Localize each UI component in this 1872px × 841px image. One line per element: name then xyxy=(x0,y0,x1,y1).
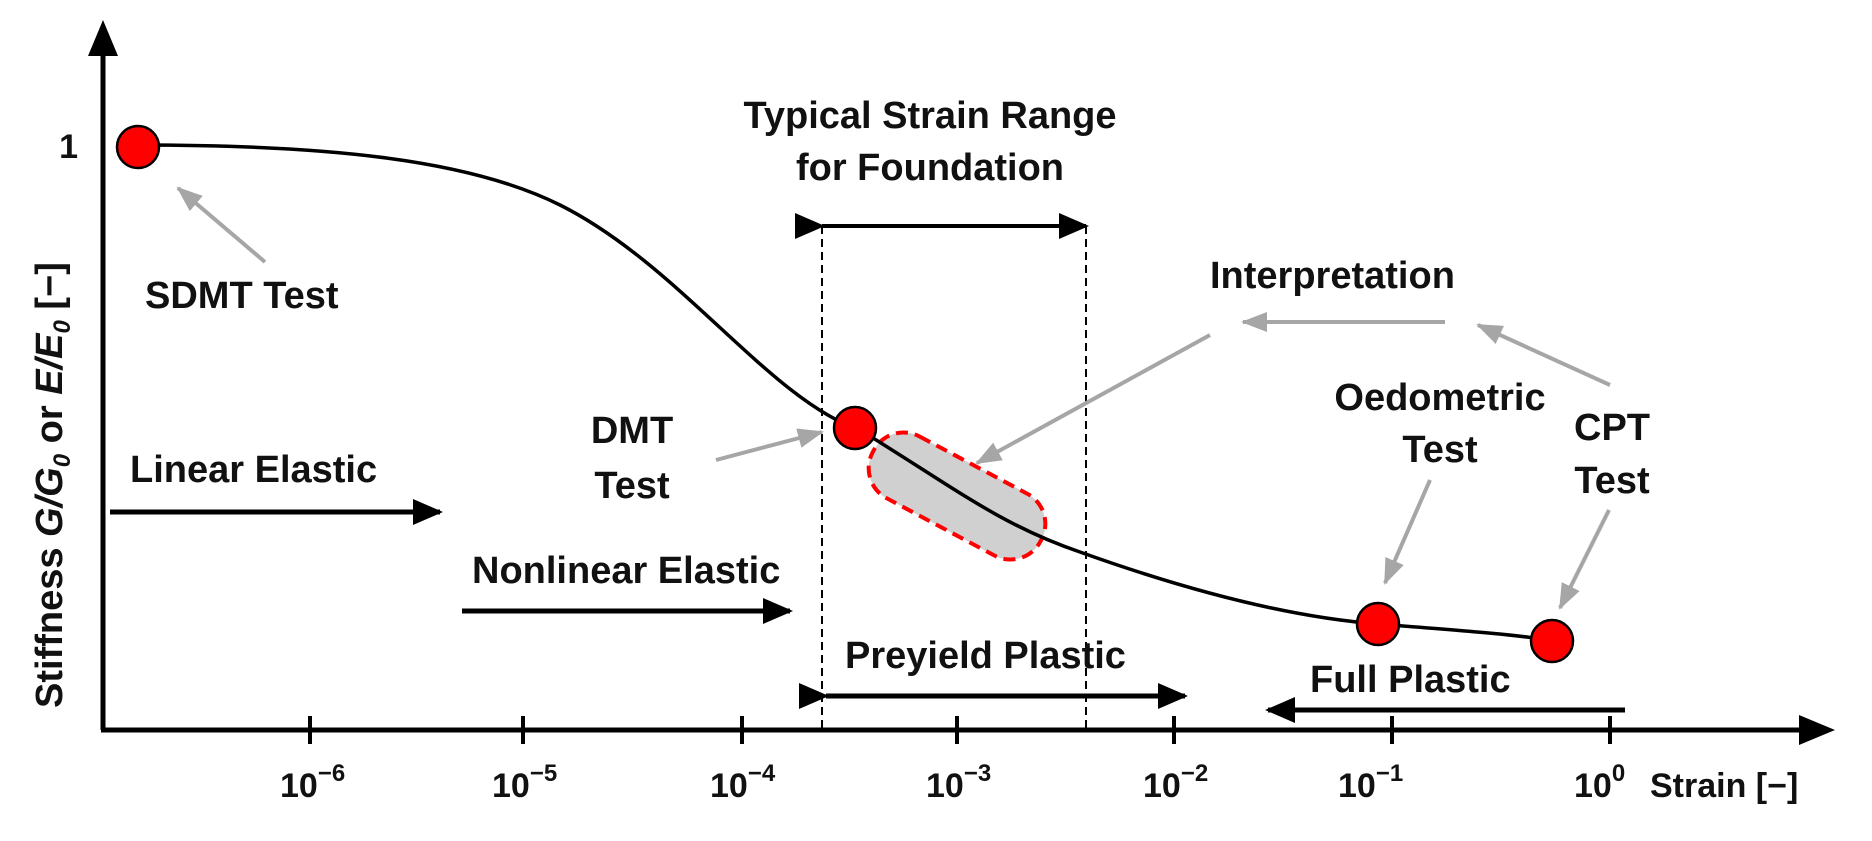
interpretation-arrow-diag xyxy=(975,333,1211,465)
oedometric-label-line1: Oedometric xyxy=(1334,377,1545,419)
oedometric-marker xyxy=(1355,601,1401,647)
annotation-arrows xyxy=(176,186,1611,610)
sdmt-label: SDMT Test xyxy=(145,275,339,317)
oedometric-arrow xyxy=(1383,479,1432,585)
dmt-arrow xyxy=(715,428,824,462)
x-tick-label: 10−5 xyxy=(492,760,557,805)
interpretation-highlight xyxy=(866,430,1048,562)
cpt-label-line2: Test xyxy=(1574,460,1650,502)
y-tick-1: 1 xyxy=(59,128,78,166)
dmt-label-line2: Test xyxy=(594,465,670,507)
x-axis-arrowhead xyxy=(1799,715,1835,745)
oedometric-label-line2: Test xyxy=(1402,429,1478,471)
sdmt-arrow xyxy=(176,186,267,264)
interpretation-label: Interpretation xyxy=(1210,255,1455,297)
linear-elastic-label: Linear Elastic xyxy=(130,449,377,491)
x-tick-label: 10−4 xyxy=(710,760,776,805)
sdmt-marker xyxy=(115,124,161,170)
axes xyxy=(88,20,1835,745)
test-markers xyxy=(115,124,1575,664)
cpt-to-interpretation-arrow xyxy=(1476,323,1611,387)
x-tick-labels: 10−6 10−5 10−4 10−3 10−2 10−1 100 xyxy=(280,760,1625,805)
y-axis-label: Stiffness G/G0 or E/E0 [−] xyxy=(29,262,76,708)
x-tick-label: 100 xyxy=(1574,760,1625,805)
cpt-label-line1: CPT xyxy=(1574,407,1650,449)
cpt-arrow xyxy=(1558,509,1611,610)
x-axis-ticks xyxy=(308,716,1612,744)
full-plastic-label: Full Plastic xyxy=(1310,659,1511,701)
dmt-label-line1: DMT xyxy=(591,410,673,452)
preyield-plastic-label: Preyield Plastic xyxy=(845,635,1126,677)
cpt-marker xyxy=(1529,618,1575,664)
typical-strain-range-title-line2: for Foundation xyxy=(796,147,1064,189)
typical-strain-range-title-line1: Typical Strain Range xyxy=(743,95,1116,137)
x-axis-label: Strain [−] xyxy=(1650,767,1798,805)
dmt-marker xyxy=(832,405,878,451)
nonlinear-elastic-label: Nonlinear Elastic xyxy=(472,550,780,592)
x-tick-label: 10−1 xyxy=(1338,760,1403,805)
x-tick-label: 10−3 xyxy=(926,760,991,805)
x-tick-label: 10−2 xyxy=(1143,760,1208,805)
typical-strain-range-lines xyxy=(821,226,1087,730)
y-axis-arrowhead xyxy=(88,20,118,56)
x-tick-label: 10−6 xyxy=(280,760,345,805)
